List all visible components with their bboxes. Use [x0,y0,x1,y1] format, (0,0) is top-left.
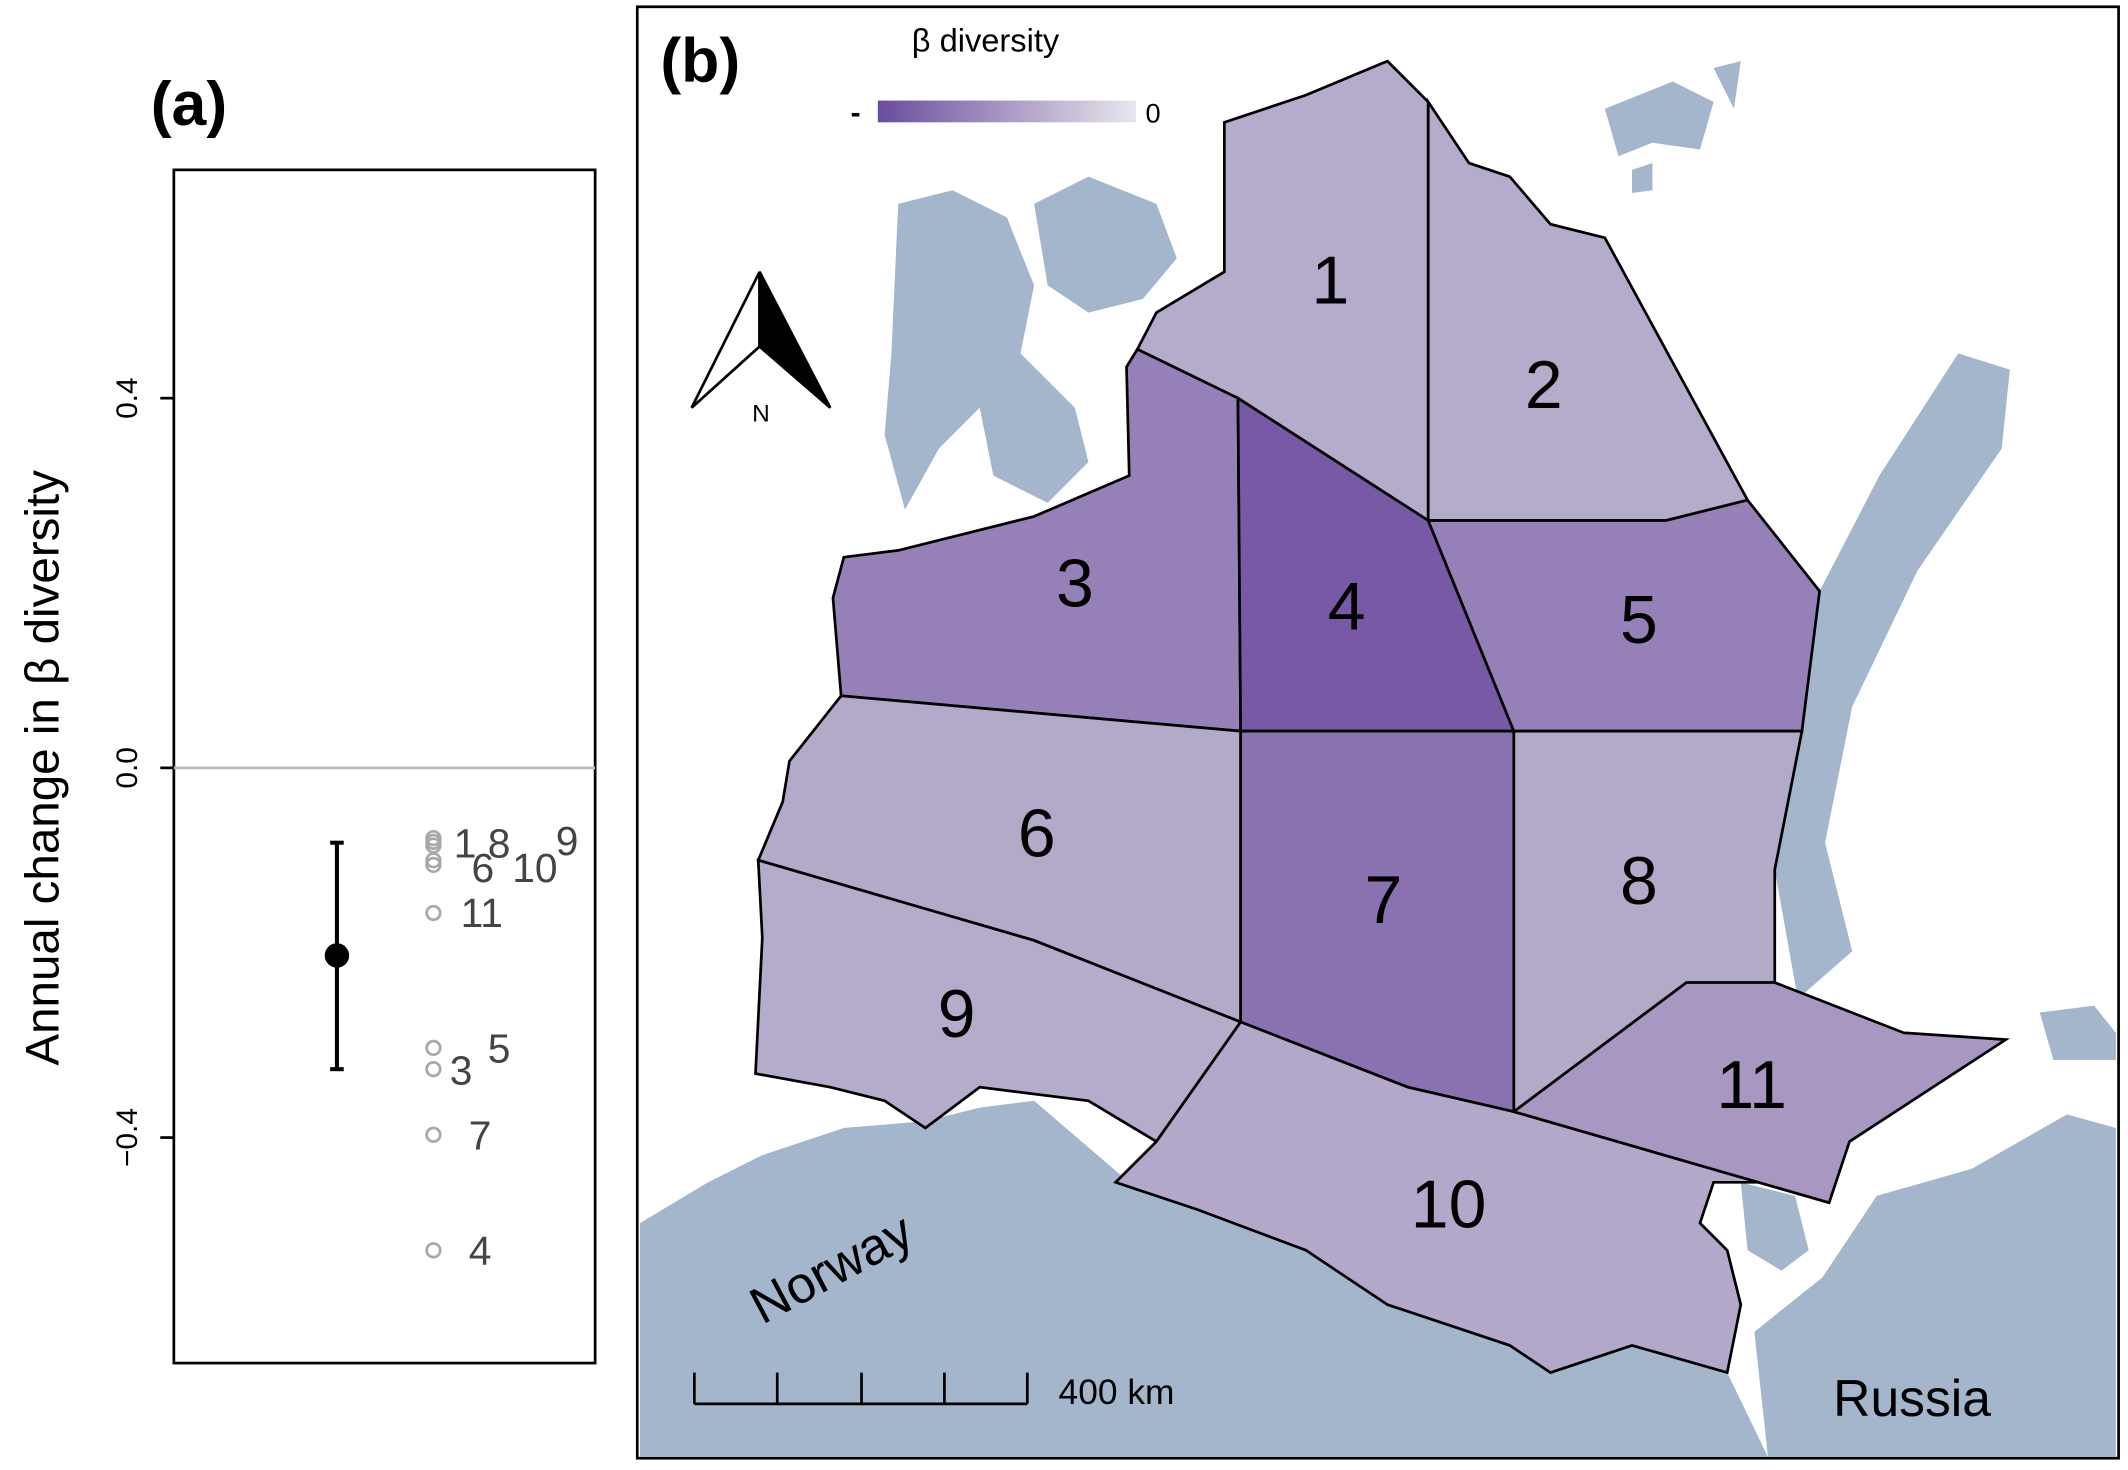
point-label: 3 [450,1047,473,1093]
point-label: 6 [471,845,494,891]
scale-label: 400 km [1059,1373,1175,1412]
region-label: 5 [1620,582,1658,658]
country-label: Russia [1833,1369,1991,1427]
sea [1713,61,1741,109]
region-point [425,856,442,874]
legend-high: 0 [1146,97,1161,128]
sea [1604,81,1714,157]
region-label: 7 [1364,862,1402,938]
region-point [425,904,442,922]
region-point [425,1039,442,1057]
sea [1774,353,2010,999]
panel-a-title: (a) [151,69,227,139]
north-label: N [752,400,770,427]
region-label: 10 [1411,1166,1487,1242]
panel-b-title: (b) [660,26,740,96]
region [1510,981,2010,1205]
region-point [425,833,442,850]
sea [1632,163,1653,193]
region [754,858,1243,1144]
y-tick-label: 0.4 [111,377,144,419]
point-label: 5 [488,1026,511,1072]
point-label: 7 [469,1113,492,1159]
sea [639,1100,1768,1457]
y-tick-label: 0.0 [111,747,144,789]
y-axis-label: Annual change in β diversity [16,470,69,1066]
region-point [425,852,442,869]
sea [2039,1005,2116,1061]
region-label: 8 [1620,843,1658,919]
region-point [425,1242,442,1259]
region-point [425,1061,442,1078]
region-label: 11 [1716,1047,1787,1123]
region-label: 1 [1311,242,1349,318]
plot-frame [172,168,597,1365]
legend-low: - [851,96,861,129]
point-label: 1 [454,821,477,867]
legend-title: β diversity [912,22,1060,59]
region-label: 4 [1328,569,1366,645]
point-label: 8 [488,821,511,867]
point-label: 11 [461,890,503,936]
point-label: 4 [469,1228,492,1274]
sea [1740,1182,1809,1271]
region-label: 6 [1018,795,1056,871]
region-label: 9 [938,976,976,1052]
region-point [425,1126,442,1143]
point-label: 9 [556,818,579,864]
legend-bar [877,100,1137,123]
y-tick-label: −0.4 [111,1108,144,1167]
sea [1034,176,1177,313]
sea [884,190,1089,510]
sea [1754,1114,2116,1457]
mean-point [324,943,350,968]
point-label: 10 [512,845,557,891]
region-label: 2 [1525,347,1563,423]
region-label: 3 [1056,545,1094,621]
north-arrow [758,271,832,409]
